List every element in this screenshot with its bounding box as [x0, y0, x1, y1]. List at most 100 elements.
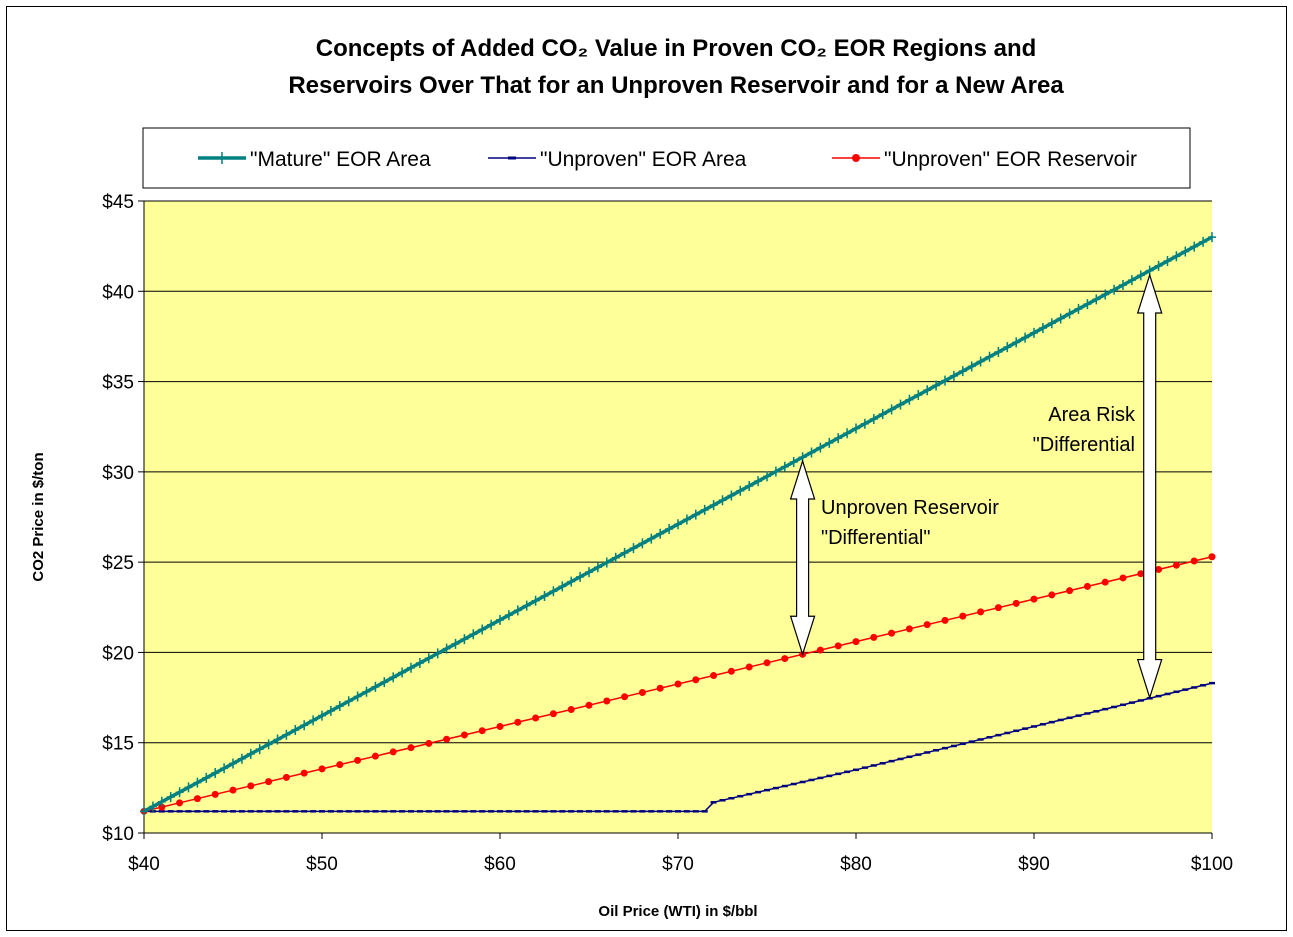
data-point: [157, 796, 166, 807]
data-point: [443, 735, 451, 743]
data-point: [451, 638, 460, 649]
series-unproven-eor-area: [141, 681, 1215, 813]
data-point: [745, 480, 754, 491]
x-tick-label: $80: [840, 854, 872, 875]
data-point: [700, 504, 709, 515]
legend-box: [142, 127, 1191, 189]
data-point: [1083, 299, 1092, 310]
data-point: [976, 356, 985, 367]
data-point: [567, 705, 575, 713]
data-point: [887, 404, 896, 415]
data-point: [282, 729, 291, 740]
data-point: [629, 543, 638, 554]
data-point: [264, 739, 273, 750]
data-point: [1003, 342, 1012, 353]
data-point: [193, 777, 202, 788]
data-point: [140, 806, 148, 817]
y-tick-label: $30: [102, 463, 134, 484]
data-point: [1038, 323, 1047, 334]
data-point: [1030, 595, 1038, 603]
data-point: [336, 761, 344, 769]
data-point: [158, 803, 166, 811]
x-tick-label: $90: [1018, 854, 1050, 875]
data-point: [1101, 289, 1110, 300]
data-point: [335, 701, 344, 712]
x-tick-label: $100: [1191, 854, 1233, 875]
data-point: [469, 629, 478, 640]
data-point: [994, 346, 1003, 357]
data-point: [923, 621, 931, 629]
data-point: [202, 772, 211, 783]
data-point: [1101, 578, 1109, 586]
data-point: [869, 413, 878, 424]
data-point: [1021, 332, 1030, 343]
data-point: [593, 562, 602, 573]
data-point: [905, 625, 913, 633]
y-tick-label: $25: [102, 553, 134, 574]
data-point: [433, 648, 442, 659]
data-point: [309, 715, 318, 726]
data-point: [344, 696, 353, 707]
data-point: [415, 657, 424, 668]
data-point: [1065, 308, 1074, 319]
data-point: [620, 547, 629, 558]
data-point: [603, 697, 611, 705]
y-axis-title: CO2 Price in $/ton: [30, 452, 47, 581]
data-point: [959, 612, 967, 620]
data-point: [1137, 570, 1145, 578]
data-point: [932, 380, 941, 391]
data-point: [1190, 241, 1199, 252]
data-point: [665, 524, 674, 535]
data-point: [860, 418, 869, 429]
data-point: [834, 642, 842, 650]
data-point: [300, 769, 308, 777]
data-point: [460, 634, 469, 645]
series-unproven-eor-reservoir: [140, 553, 1216, 815]
data-point: [896, 399, 905, 410]
data-point: [425, 739, 433, 747]
data-point: [843, 428, 852, 439]
y-tick-label: $20: [102, 643, 134, 664]
data-point: [291, 724, 300, 735]
data-point: [878, 409, 887, 420]
chart-title-line-1: Concepts of Added CO₂ Value in Proven CO…: [316, 35, 1037, 62]
data-point: [1181, 246, 1190, 257]
data-point: [1030, 327, 1038, 338]
data-point: [941, 375, 949, 386]
data-point: [958, 366, 967, 377]
data-point: [1048, 591, 1056, 599]
data-point: [265, 778, 273, 786]
y-tick-label: $45: [102, 192, 134, 213]
data-point: [763, 659, 771, 667]
data-point: [193, 795, 201, 803]
data-point: [522, 600, 531, 611]
annotation-area-risk-differential-line-2: "Differential: [1033, 434, 1135, 456]
data-point: [567, 576, 576, 587]
data-point: [478, 727, 486, 735]
legend-label: "Unproven" EOR Area: [540, 148, 747, 171]
x-tick-label: $50: [306, 854, 338, 875]
data-point: [407, 662, 415, 673]
legend-marker: [852, 154, 860, 162]
data-point: [1199, 236, 1208, 247]
gridlines: [144, 200, 1212, 744]
data-point: [727, 667, 735, 675]
data-point: [1127, 275, 1136, 286]
data-point: [638, 689, 646, 697]
data-point: [870, 633, 878, 641]
data-point: [513, 605, 522, 616]
data-point: [326, 705, 335, 716]
data-point: [888, 629, 896, 637]
data-point: [1047, 318, 1056, 329]
data-point: [576, 571, 585, 582]
data-point: [229, 758, 237, 769]
data-point: [1155, 565, 1163, 573]
data-point: [389, 748, 397, 756]
data-point: [255, 744, 264, 755]
data-point: [211, 768, 220, 779]
data-point: [531, 595, 540, 606]
data-point: [211, 790, 219, 798]
data-point: [1208, 232, 1216, 243]
data-point: [549, 586, 558, 597]
